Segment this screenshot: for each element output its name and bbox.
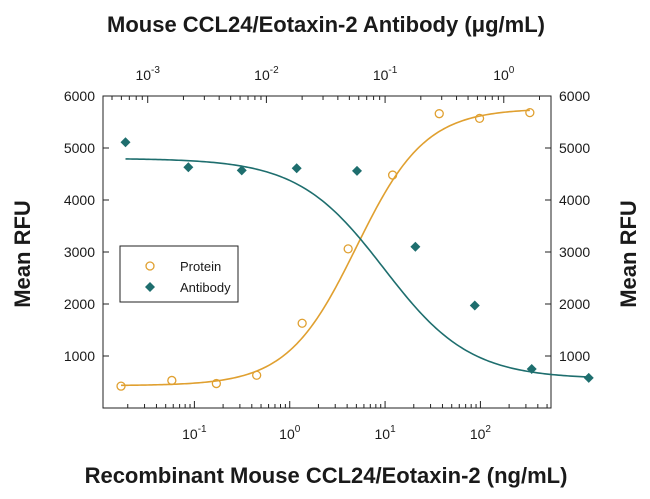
data-points-layer <box>116 107 594 391</box>
axes-layer: 1000 1000 2000 2000 3000 3000 4000 4000 5000 5000… <box>64 65 591 442</box>
protein-point <box>343 244 353 254</box>
y-tick-label-left: 2000 <box>64 296 95 312</box>
legend-marker-protein <box>145 261 155 271</box>
y-tick-label-right: 1000 <box>559 348 590 364</box>
y-tick-label-right: 5000 <box>559 140 590 156</box>
chart-title: Mouse CCL24/Eotaxin-2 Antibody (μg/mL) <box>107 12 545 37</box>
antibody-point <box>120 137 131 148</box>
legend: Protein Antibody <box>119 245 239 303</box>
x-top-tick-label: 10-2 <box>254 65 279 83</box>
legend-marker-antibody <box>145 282 155 292</box>
y-tick-label-right: 2000 <box>559 296 590 312</box>
fit-curves-layer <box>121 109 589 387</box>
protein-point <box>434 109 444 119</box>
y-axis-label-right: Mean RFU <box>616 200 641 308</box>
antibody-point <box>583 372 594 383</box>
protein-point <box>297 318 307 328</box>
antibody-point <box>291 163 302 174</box>
protein-point <box>211 378 222 389</box>
x-top-tick-label: 10-1 <box>373 65 398 83</box>
protein-point <box>387 170 398 180</box>
protein-fit-curve <box>121 109 530 387</box>
y-tick-label-left: 6000 <box>64 88 95 104</box>
protein-point <box>525 107 535 118</box>
legend-box <box>119 245 239 303</box>
y-tick-label-left: 3000 <box>64 244 95 260</box>
y-tick-label-left: 1000 <box>64 348 95 364</box>
legend-label-antibody: Antibody <box>180 280 231 295</box>
antibody-point <box>236 165 247 176</box>
x-top-tick-label: 100 <box>493 65 515 83</box>
antibody-point <box>352 165 363 176</box>
antibody-point <box>183 162 194 173</box>
x-bottom-tick-label: 100 <box>279 424 301 442</box>
protein-point <box>167 375 177 386</box>
y-tick-label-left: 5000 <box>64 140 95 156</box>
y-axis-label-left: Mean RFU <box>10 200 35 308</box>
antibody-point <box>526 364 537 374</box>
y-tick-label-right: 4000 <box>559 192 590 208</box>
x-bottom-tick-label: 101 <box>375 424 397 442</box>
antibody-point <box>469 300 480 311</box>
x-axis-label: Recombinant Mouse CCL24/Eotaxin-2 (ng/mL… <box>85 463 568 488</box>
x-bottom-tick-label: 10-1 <box>182 424 207 442</box>
x-top-tick-label: 10-3 <box>135 65 160 83</box>
protein-point <box>474 113 485 124</box>
legend-label-protein: Protein <box>180 259 221 274</box>
antibody-point <box>410 241 421 252</box>
protein-point <box>252 370 262 380</box>
protein-point <box>116 381 126 391</box>
y-tick-label-left: 4000 <box>64 192 95 208</box>
antibody-fit-curve <box>125 158 589 378</box>
y-tick-label-right: 6000 <box>559 88 590 104</box>
x-bottom-tick-label: 102 <box>470 424 492 442</box>
y-tick-label-right: 3000 <box>559 244 590 260</box>
